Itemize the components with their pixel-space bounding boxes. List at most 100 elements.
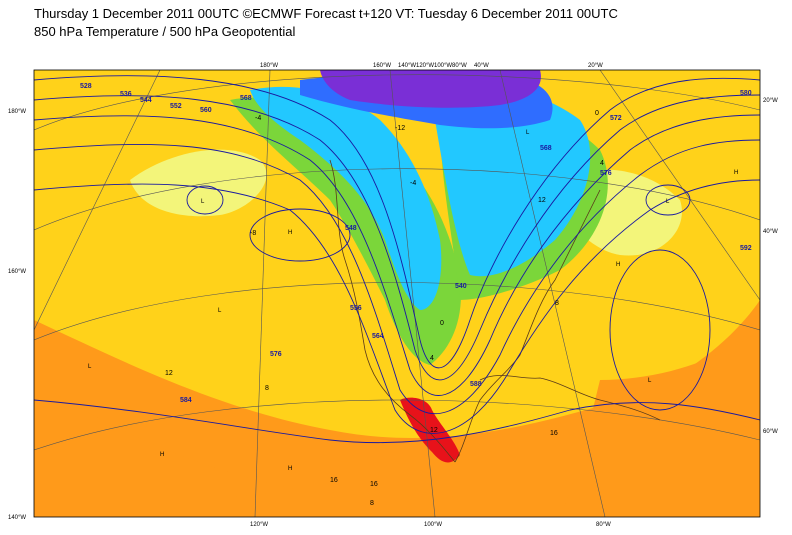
- geopotential-label-group: 528 536 544 552 560 568 576 584 588 568 …: [80, 83, 752, 404]
- warm-band-southwest: [34, 380, 300, 517]
- left-edge-labels: 180°W 160°W 140°W: [8, 109, 26, 521]
- temperature-label: 12: [538, 197, 546, 204]
- extreme-cold-arctic: [320, 70, 541, 108]
- temperature-label: 0: [595, 110, 599, 117]
- temperature-label: -4: [255, 115, 261, 122]
- geopotential-label: 568: [240, 95, 252, 102]
- low-marker: L: [218, 308, 222, 314]
- parallel-20n: [34, 282, 760, 341]
- temperature-label: 4: [600, 160, 604, 167]
- closed-high-atlantic: [609, 249, 711, 411]
- temperature-label: 16: [330, 477, 338, 484]
- edge-label: 160°W: [8, 269, 26, 275]
- right-edge-labels: 20°W 40°W 60°W: [763, 98, 778, 435]
- geopotential-label: 584: [180, 397, 192, 404]
- temperature-label-group: -12 -8 -4 0 4 8 12 16 16 16 12 8 4 0 -4 …: [165, 110, 604, 507]
- geopotential-label: 536: [120, 91, 132, 98]
- closed-high-pacific: [249, 208, 351, 262]
- geopotential-label: 544: [140, 97, 152, 104]
- temperature-label: 8: [370, 500, 374, 507]
- longitude-label: 20°W: [588, 63, 603, 69]
- longitude-label: 80°W: [452, 63, 467, 69]
- geopotential-label: 588: [470, 381, 482, 388]
- geopotential-label: 548: [345, 225, 357, 232]
- longitude-label: 120°W: [416, 63, 434, 69]
- contour-544: [34, 94, 760, 381]
- temperature-label: 4: [430, 355, 434, 362]
- temperature-label: -4: [410, 180, 416, 187]
- temperature-label: 16: [550, 430, 558, 437]
- geopotential-label: 564: [372, 333, 384, 340]
- geopotential-label: 576: [600, 170, 612, 177]
- longitude-label: 180°W: [260, 63, 278, 69]
- longitude-label: 40°W: [474, 63, 489, 69]
- geopotential-label: 560: [200, 107, 212, 114]
- temperature-label: 8: [555, 300, 559, 307]
- high-marker: H: [734, 170, 738, 176]
- edge-label: 140°W: [8, 515, 26, 521]
- title-line-1: Thursday 1 December 2011 00UTC ©ECMWF Fo…: [34, 6, 618, 21]
- geopotential-label: 556: [350, 305, 362, 312]
- meridian-140w: [34, 70, 161, 331]
- temperature-label: -8: [250, 230, 256, 237]
- edge-label: 60°W: [763, 429, 778, 435]
- high-marker: H: [160, 452, 164, 458]
- closed-low-pacific: [186, 185, 224, 215]
- longitude-label: 160°W: [373, 63, 391, 69]
- parallel-40n: [34, 168, 760, 231]
- longitude-label: 140°W: [398, 63, 416, 69]
- parallel-60n: [34, 74, 760, 131]
- geopotential-label: 540: [455, 283, 467, 290]
- low-marker: L: [201, 199, 205, 205]
- graticule: [34, 70, 760, 517]
- meridian-80w: [499, 70, 606, 517]
- map-frame: [33, 69, 761, 518]
- longitude-label: 100°W: [424, 522, 442, 528]
- top-longitude-labels: 180°W 160°W 140°W 120°W 100°W 80°W 40°W …: [260, 63, 603, 69]
- edge-label: 20°W: [763, 98, 778, 104]
- temperature-label: 16: [370, 481, 378, 488]
- longitude-label: 120°W: [250, 522, 268, 528]
- geopotential-label: 576: [270, 351, 282, 358]
- warm-band-southeast: [560, 330, 760, 517]
- pacific-coast: [329, 159, 456, 463]
- cold-core-west: [250, 86, 442, 310]
- longitude-label: 80°W: [596, 522, 611, 528]
- pressure-marker-group: L L L L H H H H H L L: [88, 130, 738, 472]
- contour-528: [34, 75, 760, 369]
- closed-low-atlantic: [645, 184, 691, 216]
- high-marker: H: [288, 230, 292, 236]
- geopotential-label: 528: [80, 83, 92, 90]
- longitude-label: 100°W: [434, 63, 452, 69]
- bottom-longitude-labels: 120°W 100°W 80°W: [250, 522, 611, 528]
- cold-core-east: [430, 86, 591, 277]
- low-marker: L: [648, 378, 652, 384]
- caribbean-coast: [599, 399, 661, 421]
- temperature-label: 0: [440, 320, 444, 327]
- geopotential-label: 572: [610, 115, 622, 122]
- contour-576: [34, 139, 760, 415]
- temperature-label: 12: [430, 427, 438, 434]
- meridian-120w: [254, 70, 271, 517]
- warm-band-south: [34, 300, 760, 517]
- meridian-60w: [599, 70, 760, 301]
- parallel-0: [34, 399, 760, 451]
- geopotential-label: 580: [740, 90, 752, 97]
- geopotential-label: 592: [740, 245, 752, 252]
- temperature-label: -12: [395, 125, 405, 132]
- hot-spot-mexico: [400, 397, 460, 463]
- temperature-label: 12: [165, 370, 173, 377]
- geopotential-label: 552: [170, 103, 182, 110]
- gulf-coast: [479, 375, 601, 401]
- mild-area-pacific: [130, 149, 267, 217]
- temperature-label: 8: [265, 385, 269, 392]
- high-marker: H: [288, 466, 292, 472]
- low-marker: L: [526, 130, 530, 136]
- title-line-2: 850 hPa Temperature / 500 hPa Geopotenti…: [34, 24, 296, 39]
- geopotential-label: 568: [540, 145, 552, 152]
- high-marker: H: [616, 262, 620, 268]
- low-marker: L: [88, 364, 92, 370]
- low-marker: L: [666, 199, 670, 205]
- contour-588: [34, 399, 760, 444]
